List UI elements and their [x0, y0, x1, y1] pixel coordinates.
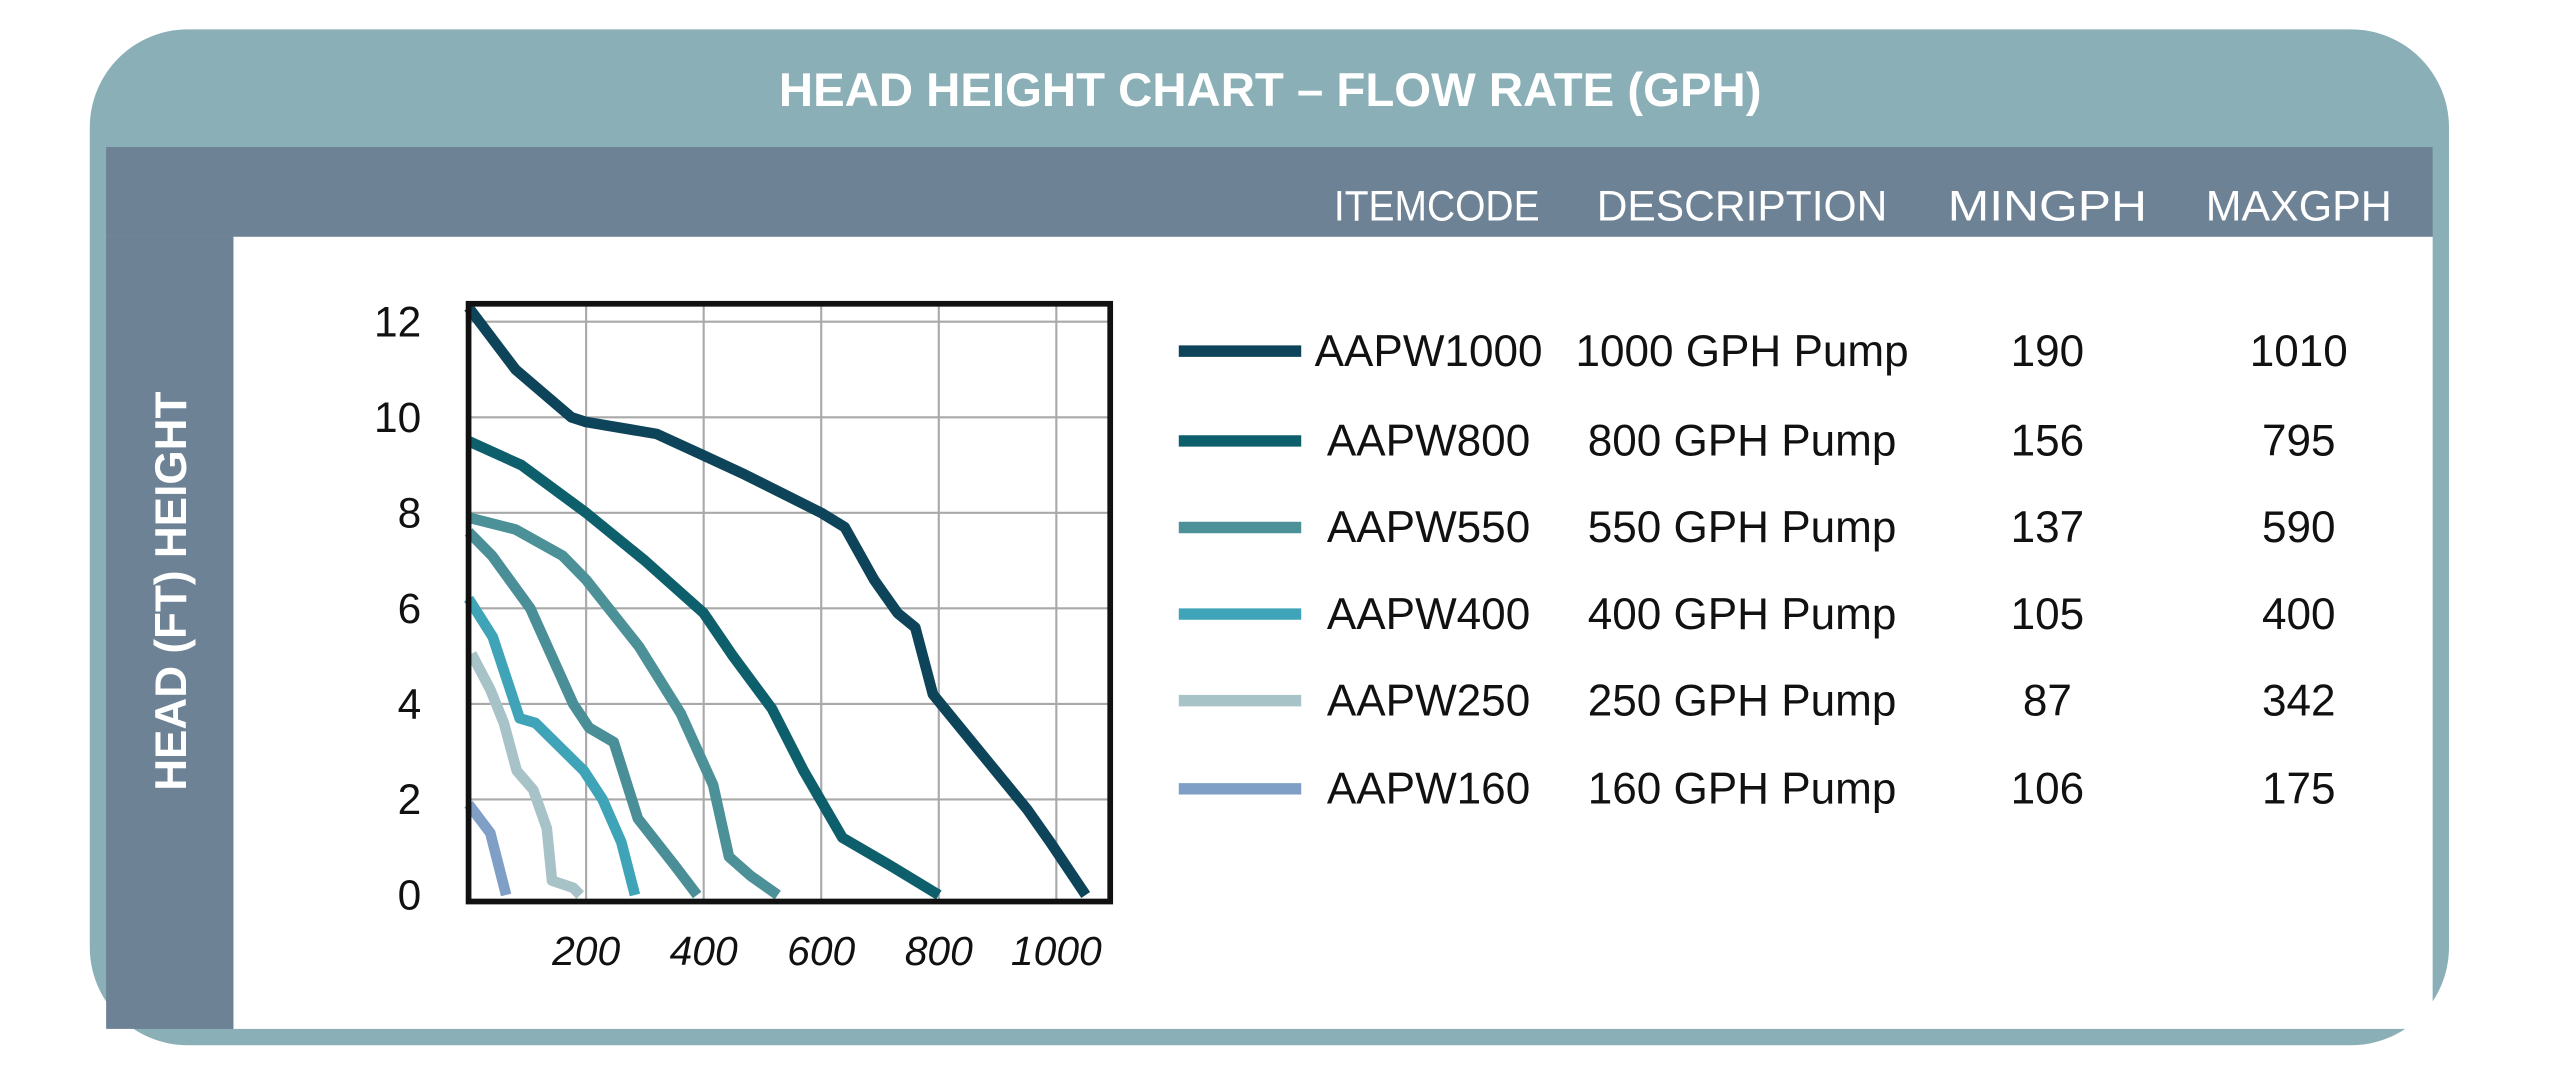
plot-border: [465, 300, 1114, 905]
header-band: [106, 146, 2433, 237]
legend-row: AAPW800 800 GPH Pump 156 795: [1178, 417, 2336, 466]
x-tick-label: 600: [787, 928, 855, 974]
content-panel: [233, 236, 2433, 1029]
legend-description: 1000 GPH Pump: [1575, 327, 1908, 376]
y-tick-label: 0: [398, 872, 422, 919]
series-line-aapw400: [464, 595, 641, 897]
header-maxgph: MAXGPH: [2206, 182, 2392, 229]
legend-row: AAPW1000 1000 GPH Pump 190 1010: [1178, 327, 2348, 376]
y-axis-label: HEAD (FT) HEIGHT: [147, 392, 196, 791]
legend-mingph: 156: [2011, 417, 2085, 466]
y-tick-label: 10: [374, 394, 421, 441]
x-tick-label: 800: [905, 928, 973, 974]
header-mingph: MINGPH: [1948, 182, 2147, 229]
legend-description: 550 GPH Pump: [1588, 503, 1897, 552]
series-line-series-3: [464, 528, 702, 899]
y-tick-label: 2: [398, 776, 422, 823]
y-tick-label: 4: [398, 681, 422, 728]
legend-maxgph: 795: [2262, 417, 2336, 466]
legend-itemcode: AAPW250: [1327, 676, 1530, 725]
legend-mingph: 87: [2023, 676, 2072, 725]
x-tick-label: 200: [551, 928, 620, 974]
plot-curves: [464, 304, 1091, 900]
legend-itemcode: AAPW400: [1327, 590, 1530, 639]
legend-itemcode: AAPW550: [1327, 503, 1530, 552]
x-tick-label: 400: [670, 928, 738, 974]
x-tick-labels: 200 400 600 800 1000: [551, 928, 1102, 974]
legend-maxgph: 342: [2262, 676, 2336, 725]
series-line-aapw1000: [464, 304, 1091, 898]
legend-itemcode: AAPW1000: [1315, 327, 1543, 376]
legend-maxgph: 590: [2262, 503, 2336, 552]
legend-description: 400 GPH Pump: [1588, 590, 1897, 639]
legend-mingph: 137: [2011, 503, 2085, 552]
legend-table: AAPW1000 1000 GPH Pump 190 1010 AAPW800 800 G…: [1178, 327, 2348, 814]
x-tick-label: 1000: [1011, 928, 1102, 974]
y-tick-label: 8: [398, 490, 422, 537]
legend-maxgph: 1010: [2250, 327, 2348, 376]
legend-mingph: 190: [2011, 327, 2085, 376]
y-tick-labels: 0 2 4 6 8 10 12: [374, 298, 421, 918]
legend-row: AAPW550 550 GPH Pump 137 590: [1178, 503, 2336, 552]
legend-row: AAPW400 400 GPH Pump 105 400: [1178, 590, 2336, 639]
legend-mingph: 105: [2011, 590, 2085, 639]
header-description: DESCRIPTION: [1597, 182, 1888, 229]
y-tick-label: 6: [398, 585, 422, 632]
header-itemcode: ITEMCODE: [1334, 182, 1540, 229]
series-line-aapw550: [467, 512, 781, 900]
legend-description: 250 GPH Pump: [1588, 676, 1897, 725]
legend-row: AAPW250 250 GPH Pump 87 342: [1178, 676, 2336, 725]
legend-mingph: 106: [2011, 765, 2085, 814]
legend-row: AAPW160 160 GPH Pump 106 175: [1178, 765, 2336, 814]
series-line-aapw160: [464, 800, 512, 897]
legend-description: 800 GPH Pump: [1588, 417, 1897, 466]
legend-itemcode: AAPW800: [1327, 417, 1530, 466]
legend-description: 160 GPH Pump: [1588, 765, 1897, 814]
legend-itemcode: AAPW160: [1327, 765, 1530, 814]
y-label-strip: [106, 236, 234, 1029]
legend-maxgph: 175: [2262, 765, 2336, 814]
legend-maxgph: 400: [2262, 590, 2336, 639]
chart-title: HEAD HEIGHT CHART – FLOW RATE (GPH): [779, 64, 1762, 117]
y-tick-label: 12: [374, 298, 421, 345]
series-line-aapw250: [466, 651, 585, 899]
series-line-aapw800: [466, 436, 942, 900]
